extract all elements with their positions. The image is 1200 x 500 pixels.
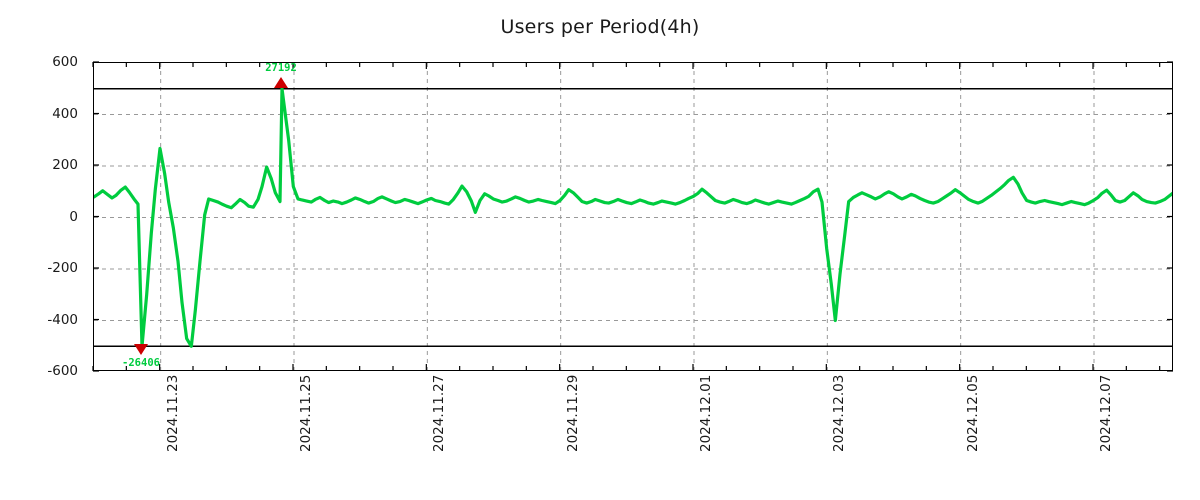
min-marker-triangle-down-icon (134, 344, 148, 356)
x-tick-label: 2024.11.27 (431, 374, 448, 452)
max-marker-triangle-up-icon (274, 76, 288, 88)
x-tick-label: 2024.12.05 (964, 374, 981, 452)
chart-canvas (94, 63, 1172, 370)
y-tick-label: 600 (52, 54, 78, 70)
min-annotation-label: -26406 (122, 357, 160, 370)
plot-inner (94, 63, 1172, 370)
y-tick-label: -200 (47, 260, 78, 276)
y-tick-label: -400 (47, 311, 78, 328)
plot-area (93, 62, 1173, 371)
x-tick-label: 2024.12.07 (1098, 374, 1114, 452)
y-tick-label: 0 (69, 208, 78, 225)
max-annotation-label: 27192 (265, 61, 297, 74)
x-tick-label: 2024.12.01 (698, 374, 714, 452)
x-tick-label: 2024.11.23 (164, 374, 181, 452)
y-tick-label: 400 (52, 105, 78, 122)
chart-title: Users per Period(4h) (500, 16, 700, 38)
y-tick-label: 200 (52, 157, 78, 173)
x-tick-label: 2024.11.25 (298, 374, 314, 452)
y-axis-labels: 600 400 200 0 -200 -400 -600 (0, 52, 86, 382)
y-tick-label: -600 (47, 363, 78, 379)
x-tick-label: 2024.12.03 (831, 374, 848, 452)
x-tick-label: 2024.11.29 (564, 374, 581, 452)
data-line (94, 87, 1172, 348)
